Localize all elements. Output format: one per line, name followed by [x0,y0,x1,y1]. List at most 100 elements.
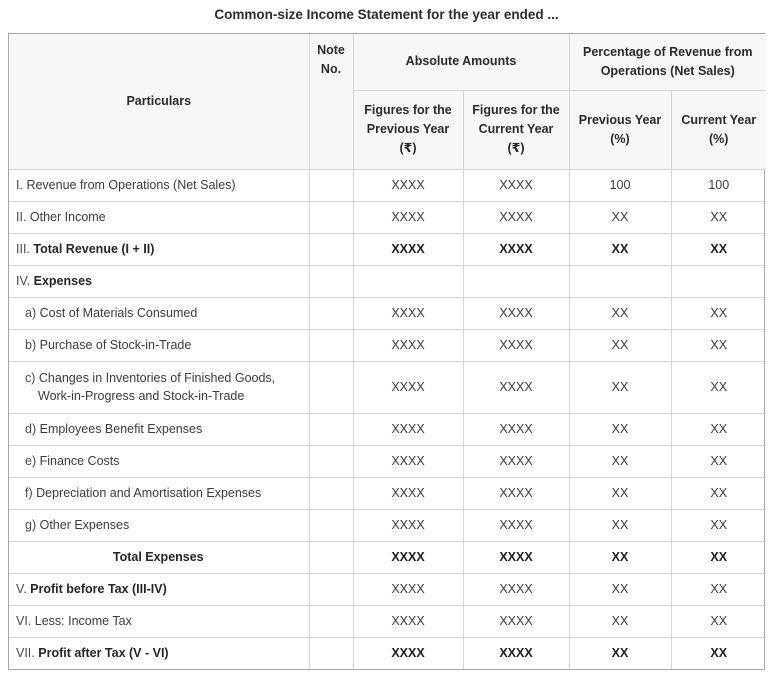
cell-current-year-abs: XXXX [462,444,570,478]
cell-current-year-abs: XXXX [462,572,570,606]
row-label: Profit after Tax (V - VI) [38,646,169,661]
row-label: Profit before Tax (III-IV) [30,581,167,596]
row-note-no [308,508,354,542]
cell-current-year-abs: XXXX [462,328,570,362]
row-prefix: III. [16,241,30,256]
column-header-figures-previous-year: Figures for the Previous Year (₹) [353,89,464,170]
cell-previous-year-pct: XX [568,412,672,446]
row-prefix: f) [25,485,33,500]
row-note-no [308,636,354,669]
cell-previous-year-pct: XX [568,360,672,414]
row-note-no [308,476,354,510]
row-note-no [308,412,354,446]
cell-current-year-pct: XX [670,540,766,574]
cell-current-year-pct: XX [670,232,766,266]
cell-previous-year-abs: XXXX [352,476,464,510]
cell-current-year-abs: XXXX [462,540,570,574]
table-header: Particulars Note No. Absolute Amounts Pe… [9,34,766,170]
row-particulars: III. Total Revenue (I + II) [9,232,310,266]
table-row: a) Cost of Materials Consumed XXXX XXXX XX X… [9,296,766,330]
row-note-no [308,444,354,478]
cell-previous-year-pct: XX [568,444,672,478]
row-note-no [308,360,354,414]
row-label: Depreciation and Amortisation Expenses [36,485,262,500]
row-prefix: IV. [16,273,31,288]
cell-current-year-abs: XXXX [462,360,570,414]
row-particulars: d) Employees Benefit Expenses [9,412,310,446]
row-note-no [308,572,354,606]
table-body: I. Revenue from Operations (Net Sales) XX… [9,168,766,669]
row-label: Employees Benefit Expenses [39,421,203,436]
cell-current-year-abs [462,264,570,298]
row-particulars: I. Revenue from Operations (Net Sales) [9,168,310,202]
row-particulars: IV. Expenses [9,264,310,298]
row-prefix: d) [25,421,37,436]
cell-previous-year-pct: XX [568,296,672,330]
cell-previous-year-pct: XX [568,328,672,362]
cell-previous-year-pct: XX [568,476,672,510]
row-label: Finance Costs [39,453,120,468]
row-prefix: II. [16,209,27,224]
cell-previous-year-abs: XXXX [352,444,464,478]
row-particulars: b) Purchase of Stock-in-Trade [9,328,310,362]
cell-current-year-pct: 100 [670,168,766,202]
cell-previous-year-abs: XXXX [352,636,464,669]
row-label-line2: Work-in-Progress and Stock-in-Trade [38,389,245,403]
row-prefix: I. [16,177,23,192]
row-prefix: a) [25,305,37,320]
row-label: Other Income [29,209,106,224]
row-note-no [308,232,354,266]
table-row: Total Expenses XXXX XXXX XX XX [9,540,766,574]
row-particulars: II. Other Income [9,200,310,234]
row-label: Cost of Materials Consumed [39,305,198,320]
row-prefix: g) [25,517,37,532]
row-particulars: a) Cost of Materials Consumed [9,296,310,330]
row-prefix: V. [16,581,27,596]
cell-current-year-pct: XX [670,476,766,510]
row-particulars: VII. Profit after Tax (V - VI) [9,636,310,669]
cell-current-year-pct [670,264,766,298]
table-row: III. Total Revenue (I + II) XXXX XXXX XX XX [9,232,766,266]
cell-current-year-pct: XX [670,636,766,669]
cell-current-year-abs: XXXX [462,636,570,669]
cell-current-year-pct: XX [670,296,766,330]
row-label: Total Revenue (I + II) [33,241,155,256]
cell-current-year-pct: XX [670,572,766,606]
table-row: e) Finance Costs XXXX XXXX XX XX [9,444,766,478]
cell-current-year-pct: XX [670,200,766,234]
cell-current-year-abs: XXXX [462,508,570,542]
cell-current-year-pct: XX [670,360,766,414]
row-particulars: c) Changes in Inventories of Finished Go… [9,360,310,414]
cell-previous-year-pct: XX [568,636,672,669]
cell-current-year-abs: XXXX [462,232,570,266]
row-label: Total Expenses [112,549,204,564]
cell-previous-year-pct: XX [568,572,672,606]
row-note-no [308,328,354,362]
table-row: d) Employees Benefit Expenses XXXX XXXX XX X… [9,412,766,446]
table-row: IV. Expenses [9,264,766,298]
cell-previous-year-abs: XXXX [352,412,464,446]
row-particulars: VI. Less: Income Tax [9,604,310,638]
row-label: Changes in Inventories of Finished Goods… [38,370,276,385]
row-particulars: Total Expenses [9,540,310,574]
column-header-note-no: Note No. [308,34,354,170]
cell-previous-year-abs: XXXX [352,540,464,574]
cell-current-year-abs: XXXX [462,604,570,638]
cell-current-year-pct: XX [670,508,766,542]
cell-previous-year-abs: XXXX [352,604,464,638]
cell-previous-year-abs: XXXX [352,168,464,202]
cell-current-year-abs: XXXX [462,168,570,202]
cell-previous-year-abs: XXXX [352,360,464,414]
row-particulars: g) Other Expenses [9,508,310,542]
cell-previous-year-pct: XX [568,200,672,234]
cell-previous-year-pct: XX [568,604,672,638]
cell-current-year-abs: XXXX [462,296,570,330]
table-row: VII. Profit after Tax (V - VI) XXXX XXXX XX… [9,636,766,669]
page-title: Common-size Income Statement for the yea… [214,7,559,22]
income-statement-table-wrap: Particulars Note No. Absolute Amounts Pe… [8,33,766,670]
column-group-percentage-revenue: Percentage of Revenue from Operations (N… [568,34,766,91]
header-row-2: Figures for the Previous Year (₹) Figure… [9,89,766,170]
table-row: c) Changes in Inventories of Finished Go… [9,360,766,414]
column-header-previous-year-pct: Previous Year (%) [568,89,672,170]
row-label: Revenue from Operations (Net Sales) [26,177,236,192]
